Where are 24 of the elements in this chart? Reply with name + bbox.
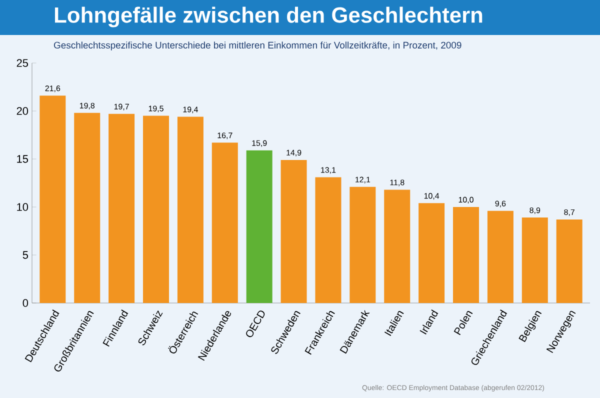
bar xyxy=(556,219,582,303)
chart-title: Lohngefälle zwischen den Geschlechtern xyxy=(54,6,482,28)
y-tick-label: 10 xyxy=(17,203,28,211)
bar xyxy=(522,218,548,303)
bar xyxy=(418,203,445,303)
bar xyxy=(350,186,376,303)
bar xyxy=(177,116,204,303)
bar xyxy=(384,190,410,303)
chart-subtitle: Geschlechtsspezifische Unterschiede bei mittleren Einkommen für Vollzeitkräfte, in Prozent, 2009 xyxy=(54,42,462,50)
bar xyxy=(487,210,514,303)
bar xyxy=(280,160,307,303)
bar xyxy=(74,112,100,303)
y-tick-label: 25 xyxy=(16,59,28,67)
bar xyxy=(315,177,342,303)
y-tick-label: 0 xyxy=(22,299,28,307)
bar xyxy=(143,116,170,303)
bar xyxy=(108,114,135,303)
y-tick-label: 5 xyxy=(22,251,28,259)
y-tick-label: 15 xyxy=(17,155,28,163)
bar xyxy=(453,207,480,303)
y-tick-label: 20 xyxy=(16,107,28,115)
bar xyxy=(212,142,238,303)
bar xyxy=(40,96,66,303)
bar xyxy=(246,150,272,303)
